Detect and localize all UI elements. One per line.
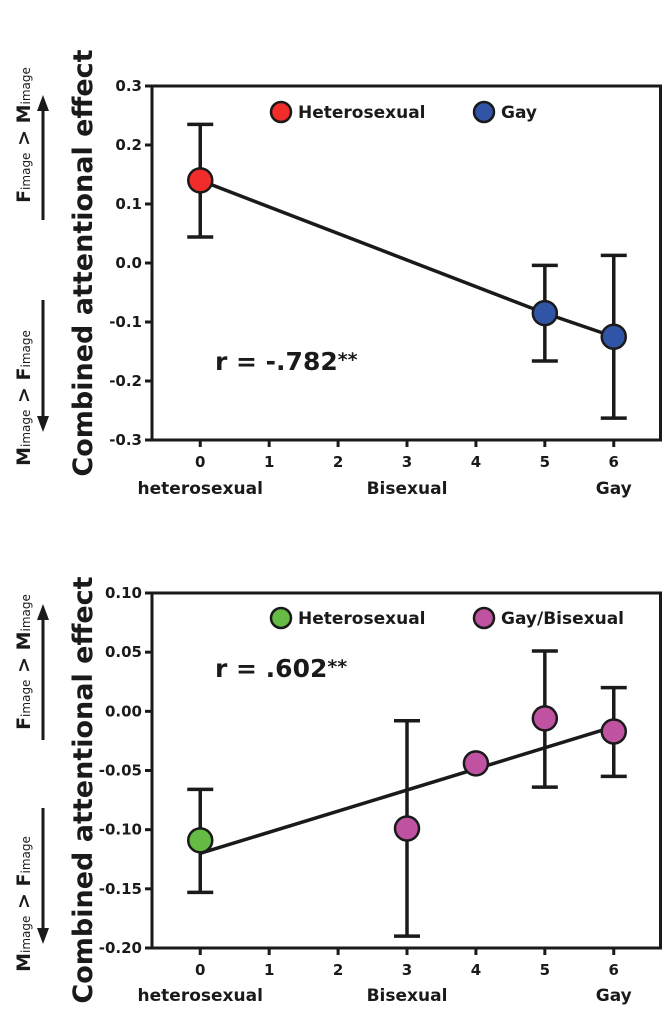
x-tick-label: 2 — [333, 961, 343, 979]
arrow-label-part: F — [13, 717, 35, 730]
down-arrow-label: Mimage > Fimage — [13, 836, 35, 972]
x-tick-label: 3 — [402, 961, 412, 979]
x-category-label: Bisexual — [367, 479, 448, 499]
legend-marker — [269, 606, 293, 630]
x-tick-label: 2 — [333, 453, 343, 471]
significance-stars: ** — [327, 656, 347, 678]
down-arrow-label: Mimage > Fimage — [13, 330, 35, 466]
arrow-label-sub: image — [19, 330, 33, 367]
data-point — [531, 299, 559, 327]
arrow-label-part: M — [13, 953, 35, 972]
x-category-label: Gay — [596, 986, 632, 1005]
y-tick-label: 0.3 — [115, 77, 142, 95]
legend-marker — [472, 100, 496, 124]
arrow-label-sub: image — [19, 67, 33, 104]
up-arrow-label: Fimage > Mimage — [13, 594, 35, 730]
x-tick-label: 0 — [195, 961, 205, 979]
correlation-annotation: r = .602** — [215, 654, 347, 683]
correlation-value: r = -.782 — [215, 347, 338, 376]
arrow-label-part: F — [13, 873, 35, 886]
data-point — [393, 815, 421, 842]
arrow-label-sub: image — [19, 153, 33, 190]
y-tick-label: 0.0 — [115, 254, 142, 272]
x-category-label: heterosexual — [138, 986, 263, 1005]
arrow-label-sub: image — [19, 836, 33, 873]
data-point — [600, 718, 628, 745]
y-tick-label: 0.05 — [105, 643, 142, 661]
x-tick-label: 1 — [264, 961, 274, 979]
arrow-label-part: M — [13, 631, 35, 650]
y-tick-label: 0.2 — [115, 136, 142, 154]
chart-panel-1: 0.3 0.2 0.1 0.0 -0.1 -0.2 -0.3 0 1 2 3 4 5 6 heterosex… — [13, 49, 662, 499]
x-tick-label: 4 — [471, 961, 481, 979]
down-arrow-head — [37, 416, 49, 432]
x-tick-label: 3 — [402, 453, 412, 471]
data-point — [186, 167, 214, 194]
x-tick-label: 6 — [609, 961, 619, 979]
down-arrow-head — [37, 928, 49, 944]
x-tick-label: 1 — [264, 453, 274, 471]
arrow-label-sub: image — [19, 594, 33, 631]
legend-label: Gay — [501, 103, 537, 123]
arrow-label-sub: image — [19, 916, 33, 953]
correlation-value: r = .602 — [215, 654, 327, 683]
x-tick-label: 6 — [609, 453, 619, 471]
data-point — [186, 827, 214, 854]
y-tick-label: 0.10 — [105, 584, 142, 602]
y-tick-label: -0.10 — [99, 821, 142, 839]
data-point — [600, 323, 628, 350]
x-tick-label: 0 — [195, 453, 205, 471]
x-category-label: heterosexual — [138, 479, 263, 499]
legend-label: Gay/Bisexual — [501, 609, 624, 629]
arrow-label-part: F — [13, 190, 35, 203]
chart-panel-2: 0.10 0.05 0.00 -0.05 -0.10 -0.15 -0.20 0 1 2 3 4 5 6 h… — [13, 576, 662, 1006]
y-axis-label: Combined attentional effect — [68, 576, 99, 1003]
arrow-label-gt: > — [13, 650, 35, 679]
up-arrow-label: Fimage > Mimage — [13, 67, 35, 203]
x-tick-label: 5 — [540, 453, 550, 471]
arrow-label-gt: > — [13, 123, 35, 152]
plot-frame — [150, 84, 662, 442]
data-point — [531, 705, 559, 732]
y-tick-label: -0.2 — [109, 372, 142, 390]
data-point — [462, 750, 490, 777]
up-arrow-head — [37, 95, 49, 111]
y-tick-label: -0.20 — [99, 939, 142, 957]
y-tick-label: -0.1 — [109, 313, 142, 331]
arrow-label-part: M — [13, 104, 35, 123]
y-tick-label: -0.3 — [109, 431, 142, 449]
y-tick-label: 0.1 — [115, 195, 142, 213]
x-category-label: Bisexual — [367, 986, 448, 1005]
legend-label: Heterosexual — [298, 103, 426, 123]
arrow-label-gt: > — [13, 380, 35, 409]
arrow-label-gt: > — [13, 886, 35, 915]
legend-marker — [472, 606, 496, 630]
x-tick-label: 5 — [540, 961, 550, 979]
y-tick-label: 0.00 — [105, 702, 142, 720]
x-category-label: Gay — [596, 479, 632, 499]
arrow-label-part: F — [13, 367, 35, 380]
up-arrow-head — [37, 604, 49, 620]
arrow-label-sub: image — [19, 680, 33, 717]
significance-stars: ** — [338, 349, 358, 371]
y-tick-label: -0.15 — [99, 880, 142, 898]
y-axis-label: Combined attentional effect — [68, 49, 99, 476]
correlation-annotation: r = -.782** — [215, 347, 358, 376]
legend-marker — [269, 100, 293, 124]
x-tick-label: 4 — [471, 453, 481, 471]
legend-label: Heterosexual — [298, 609, 426, 629]
y-tick-label: -0.05 — [99, 762, 142, 780]
arrow-label-part: M — [13, 447, 35, 466]
arrow-label-sub: image — [19, 410, 33, 447]
